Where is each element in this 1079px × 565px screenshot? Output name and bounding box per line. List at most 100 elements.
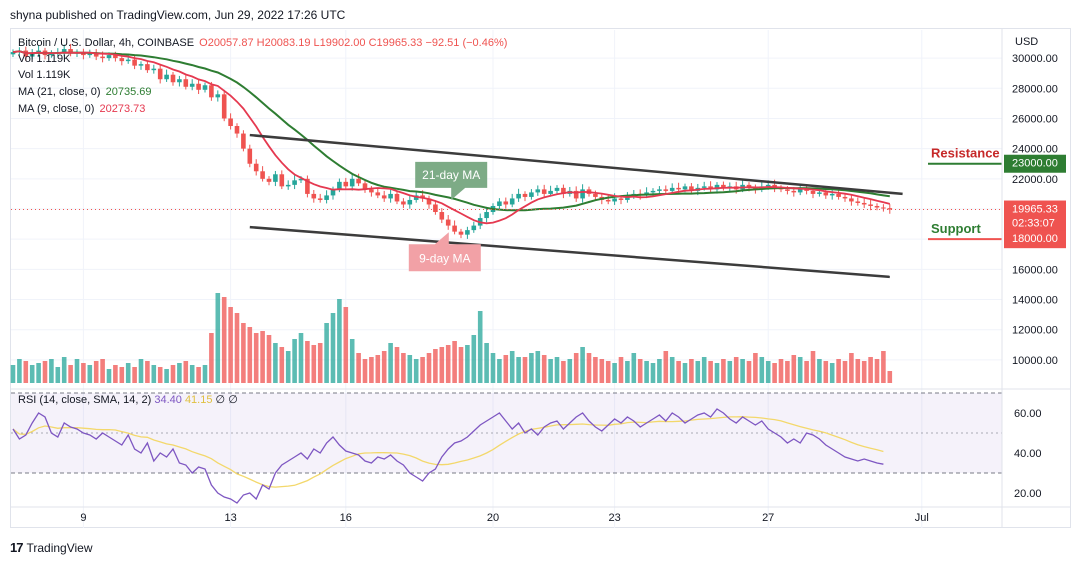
candle-body: [593, 193, 598, 197]
rsi-legend: RSI (14, close, SMA, 14, 2) 34.40 41.15 …: [18, 393, 238, 406]
volume-bar: [279, 347, 285, 383]
candle-body: [68, 49, 73, 54]
price-tick-label: 28000.00: [1012, 83, 1058, 95]
price-tick-label: 16000.00: [1012, 264, 1058, 276]
candle-body: [612, 198, 617, 202]
volume-bar: [17, 359, 22, 383]
volume-bar: [145, 361, 150, 383]
volume-bar: [484, 343, 489, 383]
volume-bar: [330, 313, 336, 383]
volume-bar: [561, 361, 566, 383]
channel-lower-line: [249, 225, 890, 279]
volume-bar: [106, 369, 112, 383]
candle-body: [356, 178, 361, 184]
tradingview-brand[interactable]: 17 TradingView: [10, 540, 93, 555]
candle-body: [439, 212, 445, 220]
volume-bar: [682, 363, 688, 383]
legend-ma9: MA (9, close, 0) 20273.73: [18, 103, 147, 115]
candle-body: [868, 204, 873, 206]
volume-bar: [164, 369, 169, 383]
volume-bar: [535, 351, 541, 383]
candle-body: [317, 198, 323, 200]
candle-body: [157, 68, 163, 80]
candle-body: [253, 163, 259, 172]
volume-bar: [657, 359, 662, 383]
volume-bar: [36, 363, 41, 383]
volume-bar: [337, 299, 342, 383]
candle-body: [343, 181, 349, 187]
volume-bar: [234, 313, 240, 383]
candle-body: [138, 64, 144, 66]
volume-bar: [599, 359, 605, 383]
volume-bar: [183, 361, 189, 383]
volume-bar: [119, 367, 125, 383]
volume-bar: [516, 357, 521, 383]
volume-bar: [663, 351, 669, 383]
volume-bar: [407, 355, 413, 383]
volume-bar: [567, 359, 573, 383]
volume-bar: [497, 359, 502, 383]
time-tick-label: 9: [80, 512, 86, 524]
current-price-tag-label: 02:33:07: [1012, 218, 1055, 230]
volume-bar: [221, 297, 227, 383]
volume-bar: [266, 335, 272, 383]
candle-body: [561, 187, 566, 194]
volume-bar: [644, 361, 649, 383]
volume-bar: [465, 345, 470, 383]
price-tags: 23000.00 19965.33 02:33:07 18000.00: [1004, 154, 1066, 249]
volume-bar: [541, 355, 547, 383]
rsi-tick-label: 40.00: [1014, 448, 1042, 460]
price-tick-label: 24000.00: [1012, 144, 1058, 156]
candle-body: [650, 190, 656, 193]
volume-bar: [593, 357, 598, 383]
volume-bar: [196, 367, 201, 383]
candle-body: [849, 198, 854, 202]
volume-bar: [74, 359, 80, 383]
candle-body: [458, 231, 464, 235]
candle-body: [817, 192, 822, 194]
time-tick-label: 20: [487, 512, 499, 524]
volume-bar: [817, 359, 822, 383]
candle-body: [183, 79, 189, 87]
volume-bar: [746, 361, 752, 383]
volume-bar: [381, 351, 387, 383]
volume-bar: [612, 363, 617, 383]
candle-body: [170, 74, 176, 83]
volume-bar: [631, 353, 637, 383]
volume-bar: [349, 339, 355, 383]
candle-body: [324, 195, 329, 200]
volume-bar: [317, 343, 323, 383]
volume-bar: [311, 345, 317, 383]
candle-body: [298, 178, 304, 181]
volume-bar: [759, 357, 765, 383]
volume-bar: [669, 357, 675, 383]
resistance-price-tag-label: 23000.00: [1012, 158, 1058, 170]
ma9-callout-label: 9-day MA: [419, 251, 470, 265]
volume-bar: [138, 359, 144, 383]
candle-body: [215, 94, 221, 98]
candle-body: [791, 190, 797, 193]
rsi-tick-label: 60.00: [1014, 408, 1042, 420]
candle-body: [381, 195, 387, 199]
candle-body: [573, 190, 579, 199]
volume-bar: [113, 365, 118, 383]
rsi-pane: 60.00 40.00 20.00: [11, 392, 1042, 504]
candle-body: [522, 193, 528, 197]
support-price-tag-label: 18000.00: [1012, 233, 1058, 245]
candle-body: [663, 189, 669, 191]
volume-bar: [177, 363, 182, 383]
candle-body: [484, 212, 489, 219]
volume-bar: [369, 357, 374, 383]
chart-frame[interactable]: [10, 28, 1071, 528]
ma21-label: MA (21, close, 0): [18, 86, 101, 98]
volume-bar: [68, 365, 73, 383]
volume-bar: [708, 361, 713, 383]
symbol-label: Bitcoin / U.S. Dollar, 4h, COINBASE: [18, 37, 195, 49]
candle-body: [580, 189, 585, 199]
volume-bar: [426, 353, 432, 383]
candle-body: [362, 183, 368, 190]
ohlc-values: O20057.87 H20083.19 L19902.00 C19965.33 …: [199, 37, 508, 49]
volume-bar: [509, 351, 515, 383]
volume-bar: [701, 357, 707, 383]
